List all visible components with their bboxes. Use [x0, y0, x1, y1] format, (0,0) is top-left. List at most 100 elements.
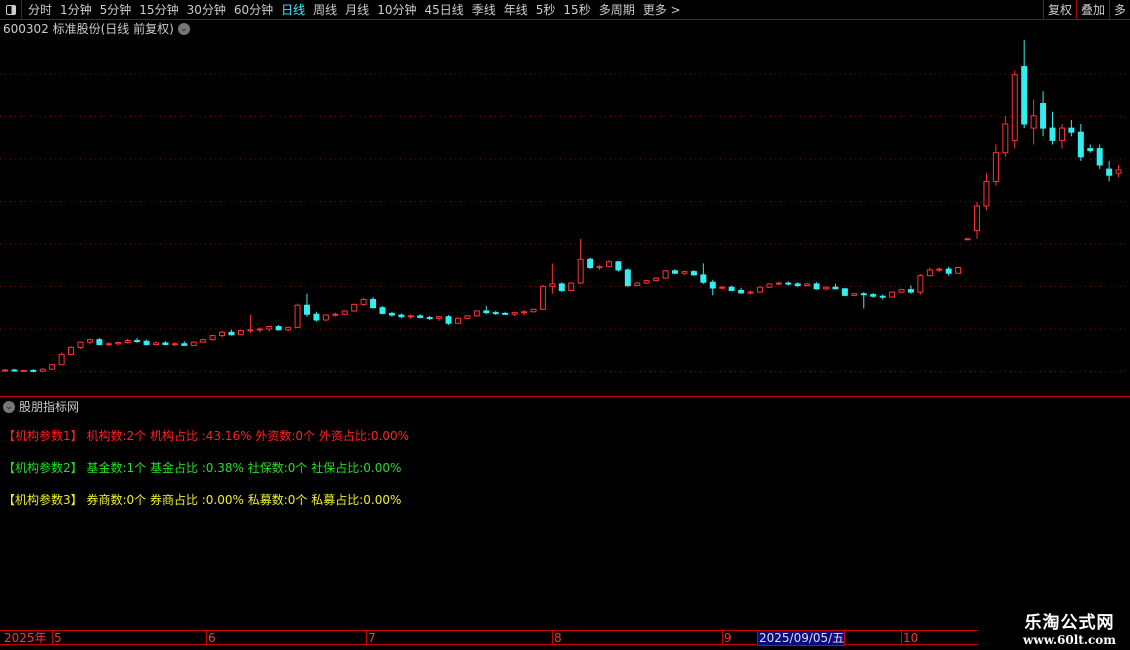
tab-period[interactable]: 季线	[471, 2, 496, 17]
candle-body	[1002, 123, 1009, 154]
candle-body	[615, 261, 622, 271]
tab-period[interactable]: 更多 >	[642, 2, 681, 17]
axis-label-month: 5	[52, 631, 62, 645]
candle-body	[2, 369, 8, 372]
candle-body	[860, 293, 867, 296]
tab-period[interactable]: 月线	[345, 2, 370, 17]
indicator-name: 股朋指标网	[19, 400, 80, 414]
candle-body	[653, 277, 660, 282]
candle-body	[445, 316, 452, 324]
candle-body	[436, 316, 443, 319]
tab-period[interactable]: 45日线	[424, 2, 464, 17]
stock-title: 600302 标准股份(日线 前复权) ⌄	[3, 21, 190, 37]
candle-body	[322, 314, 329, 321]
tab-period[interactable]: 60分钟	[233, 2, 274, 17]
candle-body	[256, 328, 263, 331]
candle-body	[511, 312, 518, 315]
candle-body	[30, 369, 37, 372]
candle-body	[974, 205, 981, 232]
candle-body	[219, 331, 226, 337]
tab-period[interactable]: 15分钟	[139, 2, 179, 17]
indicator-header: ⌄ 股朋指标网	[3, 398, 79, 415]
axis-label-month: 9	[722, 631, 732, 645]
candle-body	[124, 339, 131, 344]
watermark-logo: 乐淘公式网 www.60lt.com	[1023, 608, 1116, 647]
candle-body	[426, 317, 433, 320]
candle-body	[294, 304, 301, 328]
candle-body	[605, 261, 612, 268]
chevron-down-icon[interactable]: ⌄	[177, 23, 190, 35]
candle-body	[171, 343, 178, 346]
candle-body	[134, 339, 141, 342]
more-button[interactable]: 多	[1108, 0, 1130, 20]
date-axis: 2025年 5 6 7 8 9 2025/09/05/五 10	[0, 630, 978, 646]
overlay-button[interactable]: 叠加	[1075, 0, 1109, 20]
candle-body	[823, 286, 830, 290]
sidebar-toggle-button[interactable]	[0, 0, 22, 20]
indicator-line-3: 【机构参数3】 券商数:0个 券商占比 :0.00% 私募数:0个 私募占比:0…	[3, 493, 402, 507]
candle-body	[105, 343, 112, 346]
cursor-date-label: 2025/09/05/五	[757, 630, 846, 646]
candle-body	[672, 270, 679, 274]
candle-body	[464, 315, 471, 319]
candle-body	[879, 295, 886, 298]
panel-divider[interactable]	[0, 396, 1130, 397]
candle-body	[68, 346, 75, 355]
candle-body	[115, 342, 122, 345]
axis-label-year: 2025年	[4, 631, 47, 645]
candle-body	[143, 340, 150, 346]
tab-period[interactable]: 年线	[503, 2, 528, 17]
tab-period[interactable]: 多周期	[598, 2, 635, 17]
candle-body	[964, 238, 971, 241]
candle-body	[681, 271, 688, 274]
candle-body	[851, 293, 858, 296]
axis-label-month: 10	[901, 631, 919, 645]
candle-body	[775, 282, 782, 285]
candle-body	[341, 310, 348, 315]
candle-body	[1077, 131, 1084, 158]
restore-rights-button[interactable]: 复权	[1042, 0, 1076, 20]
candle-body	[1058, 127, 1065, 141]
tab-period[interactable]: 15秒	[563, 2, 591, 17]
candle-body	[794, 283, 801, 287]
candle-body	[539, 285, 546, 310]
candle-body	[266, 326, 273, 330]
candle-body	[96, 339, 103, 346]
candle-body	[945, 268, 952, 274]
candle-body	[11, 369, 18, 372]
tab-period[interactable]: 分时	[28, 2, 53, 17]
candle-body	[558, 283, 565, 291]
candle-body	[162, 342, 169, 346]
candle-body	[152, 342, 159, 346]
candle-body	[313, 313, 320, 321]
candle-body	[643, 280, 650, 284]
candle-body	[926, 269, 933, 277]
candle-body	[530, 308, 537, 313]
tab-period[interactable]: 1分钟	[60, 2, 92, 17]
tab-period[interactable]: 10分钟	[377, 2, 417, 17]
candle-body	[907, 289, 914, 293]
candle-body	[58, 353, 65, 366]
candlestick-chart[interactable]	[0, 38, 1130, 396]
candle-body	[1040, 103, 1047, 129]
candle-body	[502, 312, 509, 315]
candle-body	[766, 283, 773, 288]
candle-body	[709, 281, 716, 289]
candle-body	[992, 152, 999, 182]
candle-body	[1115, 169, 1122, 174]
candle-body	[521, 311, 528, 314]
tab-period[interactable]: 5分钟	[99, 2, 132, 17]
tab-period[interactable]: 5秒	[535, 2, 556, 17]
candle-body	[388, 312, 395, 316]
period-toolbar: 分时 1分钟 5分钟 15分钟 30分钟 60分钟 日线 周线 月线 10分钟 45日线 季线 年线 5秒…	[0, 0, 1130, 20]
candle-body	[20, 369, 27, 372]
tab-period[interactable]: 日线	[281, 2, 306, 17]
candle-body	[1068, 127, 1075, 133]
candle-body	[39, 368, 46, 372]
tab-period[interactable]: 30分钟	[186, 2, 226, 17]
candle-body	[303, 304, 310, 315]
tab-period[interactable]: 周线	[313, 2, 338, 17]
stock-title-text: 600302 标准股份(日线 前复权)	[3, 22, 174, 36]
candle-body	[568, 282, 575, 291]
chevron-down-icon[interactable]: ⌄	[3, 400, 15, 413]
